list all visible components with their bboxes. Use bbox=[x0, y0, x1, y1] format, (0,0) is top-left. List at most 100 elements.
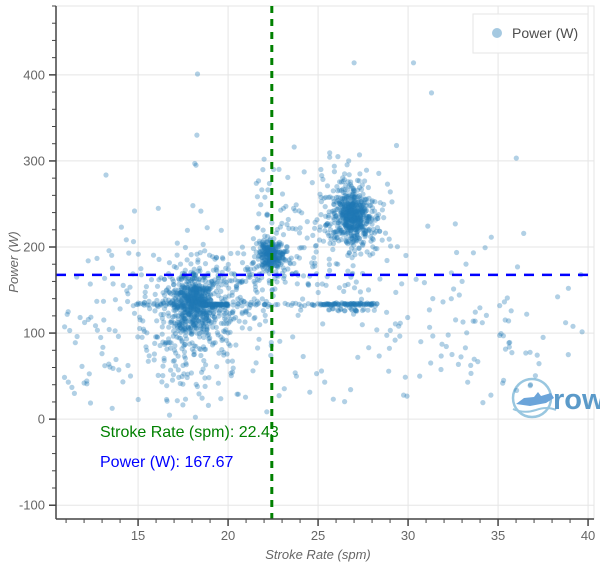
scatter-point bbox=[214, 301, 221, 307]
scatter-point bbox=[264, 256, 270, 263]
scatter-point bbox=[222, 296, 228, 302]
scatter-point bbox=[335, 301, 341, 307]
scatter-point bbox=[177, 290, 183, 296]
scatter-point bbox=[207, 297, 213, 303]
scatter-point bbox=[350, 207, 356, 213]
scatter-point bbox=[502, 317, 508, 323]
scatter-point bbox=[319, 173, 325, 179]
scatter-point bbox=[343, 235, 349, 241]
scatter-point bbox=[200, 326, 206, 332]
scatter-point bbox=[253, 287, 259, 293]
scatter-point bbox=[188, 324, 194, 330]
scatter-point bbox=[224, 302, 230, 308]
scatter-point bbox=[192, 272, 198, 278]
power-annotation: Power (W): 167.67 bbox=[100, 454, 233, 471]
scatter-point bbox=[333, 212, 339, 219]
scatter-point bbox=[177, 301, 183, 307]
scatter-point bbox=[235, 301, 241, 307]
scatter-point bbox=[144, 302, 150, 308]
scatter-point bbox=[343, 213, 349, 219]
scatter-point bbox=[206, 336, 212, 342]
scatter-point bbox=[208, 285, 214, 291]
scatter-point bbox=[211, 281, 217, 287]
scatter-point bbox=[171, 282, 177, 288]
scatter-point bbox=[340, 230, 346, 236]
scatter-point bbox=[264, 250, 270, 257]
scatter-point bbox=[351, 198, 358, 204]
scatter-point bbox=[339, 214, 345, 220]
scatter-point bbox=[276, 393, 282, 399]
scatter-point bbox=[346, 208, 352, 214]
scatter-point bbox=[326, 307, 332, 313]
scatter-point bbox=[363, 301, 369, 307]
scatter-point bbox=[336, 225, 342, 231]
scatter-point bbox=[346, 250, 352, 256]
scatter-point bbox=[250, 260, 256, 266]
scatter-point bbox=[348, 203, 355, 209]
scatter-point bbox=[261, 302, 267, 308]
scatter-point bbox=[180, 303, 187, 309]
scatter-point bbox=[243, 308, 250, 314]
legend-marker-icon bbox=[492, 28, 502, 38]
scatter-point bbox=[307, 389, 313, 395]
scatter-point bbox=[194, 298, 200, 304]
scatter-point bbox=[127, 373, 134, 379]
scatter-point bbox=[196, 346, 202, 352]
scatter-point bbox=[94, 298, 100, 304]
scatter-point bbox=[204, 285, 210, 291]
scatter-point bbox=[209, 302, 215, 308]
scatter-point bbox=[369, 209, 375, 215]
scatter-point bbox=[280, 251, 286, 258]
scatter-point bbox=[353, 201, 359, 207]
scatter-point bbox=[198, 307, 204, 313]
scatter-point bbox=[332, 301, 338, 307]
scatter-point bbox=[357, 222, 363, 228]
scatter-point bbox=[355, 354, 361, 360]
scatter-point bbox=[190, 276, 196, 282]
scatter-point bbox=[448, 296, 454, 302]
scatter-point bbox=[189, 301, 195, 308]
scatter-point bbox=[354, 212, 360, 218]
scatter-point bbox=[162, 340, 168, 346]
scatter-point bbox=[352, 308, 359, 314]
scatter-point bbox=[342, 204, 348, 210]
scatter-point bbox=[203, 316, 209, 322]
scatter-point bbox=[221, 352, 227, 358]
scatter-point bbox=[206, 292, 212, 299]
scatter-point bbox=[285, 302, 291, 308]
scatter-point bbox=[160, 363, 166, 369]
scatter-point bbox=[275, 257, 282, 263]
scatter-point bbox=[197, 289, 203, 295]
scatter-point bbox=[199, 300, 205, 306]
scatter-point bbox=[370, 226, 376, 232]
scatter-point bbox=[340, 205, 346, 211]
scatter-point bbox=[235, 278, 241, 284]
scatter-point bbox=[579, 329, 585, 335]
scatter-point bbox=[339, 196, 345, 202]
scatter-point bbox=[348, 302, 355, 308]
scatter-point bbox=[288, 255, 294, 261]
scatter-point bbox=[168, 340, 174, 346]
scatter-point bbox=[346, 218, 352, 224]
scatter-point bbox=[345, 268, 351, 274]
scatter-point bbox=[357, 205, 363, 211]
scatter-point bbox=[171, 303, 178, 309]
legend-label[interactable]: Power (W) bbox=[512, 25, 578, 41]
scatter-point bbox=[247, 272, 253, 278]
scatter-point bbox=[194, 293, 200, 299]
scatter-point bbox=[195, 302, 201, 308]
legend[interactable]: Power (W) bbox=[472, 13, 589, 54]
scatter-point bbox=[208, 301, 214, 307]
scatter-point bbox=[328, 233, 334, 239]
scatter-point bbox=[421, 280, 427, 286]
scatter-point bbox=[212, 305, 218, 311]
scatter-point bbox=[188, 297, 194, 303]
scatter-point bbox=[171, 293, 177, 299]
scatter-point bbox=[199, 313, 205, 319]
scatter-point bbox=[198, 298, 204, 304]
scatter-point bbox=[196, 286, 202, 292]
scatter-point bbox=[141, 302, 147, 308]
scatter-point bbox=[167, 340, 173, 346]
scatter-point bbox=[393, 142, 400, 149]
scatter-point bbox=[197, 296, 204, 302]
